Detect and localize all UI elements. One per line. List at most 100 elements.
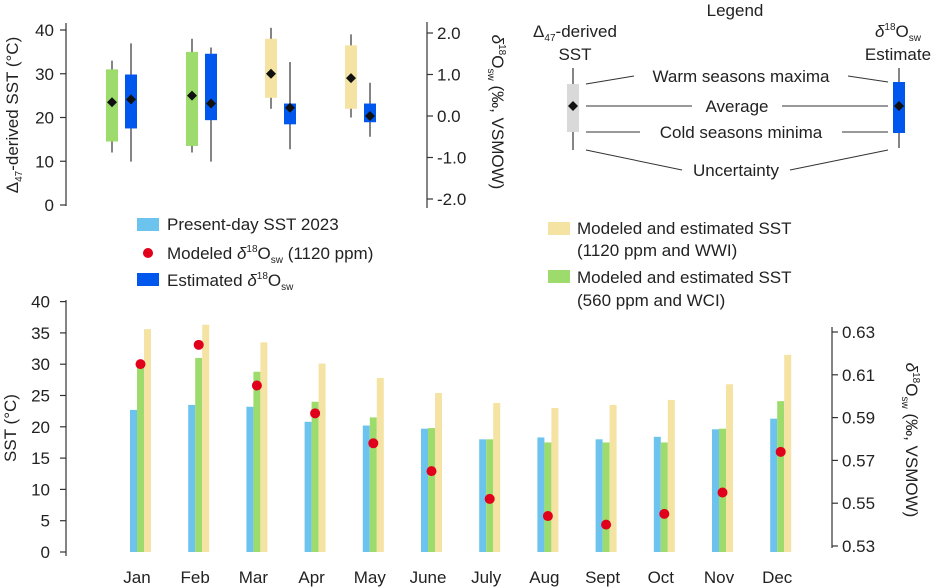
bottom-right-tick-label: 0.57 [842,451,875,470]
dot-modeled-d18o [659,508,670,519]
bottom-left-tick-label: 5 [41,512,50,531]
box-item [106,60,118,153]
dot-modeled-d18o [775,446,786,457]
bar-present-sst [188,404,196,552]
bar-present-sst [537,437,545,552]
bar-wwi-sst [144,329,151,552]
bar-wwi-sst [376,377,384,552]
legend-present-swatch [137,218,159,231]
legend-uncertainty-label: Uncertainty [693,161,779,180]
bar-wci-sst [137,367,144,552]
box-item [125,43,137,162]
bottom-left-tick-label: 20 [31,418,50,437]
bottom-right-axis-label: δ18Osw (‰, VSMOW) [899,363,921,518]
bar-wwi-sst [493,403,501,552]
box-average-marker [126,94,136,105]
bar-wwi-sst [435,392,442,552]
top-left-tick-label: 40 [35,21,54,40]
legend-blue-average-marker [894,101,904,111]
box-average-marker [346,73,356,84]
top-right-tick-label: 1.0 [437,66,461,85]
month-label: Oct [648,568,675,587]
legend-wwi-label-line1: Modeled and estimated SST [577,219,792,238]
legend-wwi-swatch [548,222,570,235]
legend-modeled-d18o-marker [143,248,153,258]
box-item [364,82,376,137]
legend-grey-average-marker [568,101,578,111]
series-legend: Present-day SST 2023 Modeled δ18Osw (112… [137,215,792,310]
box-average-marker [206,98,216,109]
bar-wci-sst [428,428,435,552]
month-label: May [354,568,387,587]
legend-warm-connector-right [847,75,889,83]
dot-modeled-d18o [193,339,204,350]
box-item [345,34,357,118]
month-label: June [410,568,447,587]
top-left-tick-label: 0 [45,196,54,215]
bottom-right-tick-label: 0.53 [842,537,875,556]
legend-schematic: Legend Δ47-derived SST δ18Osw Estimate W… [533,1,931,180]
dot-modeled-d18o [135,359,146,370]
month-label: July [471,568,502,587]
bottom-bars [130,324,792,552]
bottom-left-tick-label: 25 [31,387,50,406]
box-average-marker [365,111,375,121]
bar-present-sst [479,439,487,552]
month-label: Aug [529,568,559,587]
bottom-left-tick-label: 35 [31,324,50,343]
bar-present-sst [130,409,137,552]
bar-present-sst [712,429,719,552]
month-label: Dec [762,568,793,587]
legend-present-label: Present-day SST 2023 [167,215,339,234]
bar-wci-sst [311,401,319,552]
bar-wci-sst [369,417,377,552]
top-left-ticks: 0 10 20 30 40 [35,21,66,215]
box-body [265,38,277,98]
legend-right-label-line2: Estimate [865,45,931,64]
legend-uncertainty-connector-left [585,149,683,171]
bar-wwi-sst [667,399,675,552]
box-average-marker [285,102,295,113]
bottom-left-ticks: 0 5 10 15 20 25 30 35 40 [31,293,66,562]
legend-warm-connector-left [585,75,635,85]
bar-present-sst [362,425,370,552]
bottom-left-tick-label: 0 [41,543,50,562]
month-label: Feb [181,568,210,587]
bar-present-sst [304,421,312,552]
bar-wwi-sst [784,354,792,552]
bar-wci-sst [660,442,668,552]
dot-modeled-d18o [426,466,437,477]
box-average-marker [266,68,276,79]
legend-wci-swatch [548,270,570,283]
dot-modeled-d18o [368,438,379,449]
legend-wci-label-line1: Modeled and estimated SST [577,268,792,287]
dot-modeled-d18o [484,493,495,504]
bar-wwi-sst [202,324,210,552]
legend-uncertainty-connector-right [789,149,889,171]
bottom-right-tick-label: 0.63 [842,323,875,342]
bottom-month-labels: Jan Feb Mar Apr May June July Aug Sept Oct Nov Dec [123,568,793,587]
top-right-tick-label: -1.0 [437,149,466,168]
bar-wwi-sst [609,404,617,552]
legend-title: Legend [707,1,764,20]
month-label: Mar [239,568,269,587]
dot-modeled-d18o [601,519,612,530]
bar-wwi-sst [551,408,559,552]
legend-wci-label-line2: (560 ppm and WCI) [577,291,725,310]
bottom-right-tick-label: 0.61 [842,366,875,385]
month-label: Jan [123,568,150,587]
legend-average-label: Average [705,97,768,116]
top-boxes [106,27,376,162]
box-body [205,53,217,121]
month-label: Apr [298,568,325,587]
bottom-panel: 0 5 10 15 20 25 30 35 40 0.53 0.55 0.57 0.59 0.61 0.6… [1,293,921,587]
legend-estimated-d18o-swatch [137,273,159,286]
bottom-left-tick-label: 40 [31,293,50,312]
bar-wwi-sst [318,363,326,552]
legend-modeled-d18o-label: Modeled δ18Osw (1120 ppm) [167,244,373,266]
bottom-left-tick-label: 15 [31,449,50,468]
top-left-tick-label: 10 [35,152,54,171]
box-item [205,47,217,162]
top-left-tick-label: 30 [35,65,54,84]
